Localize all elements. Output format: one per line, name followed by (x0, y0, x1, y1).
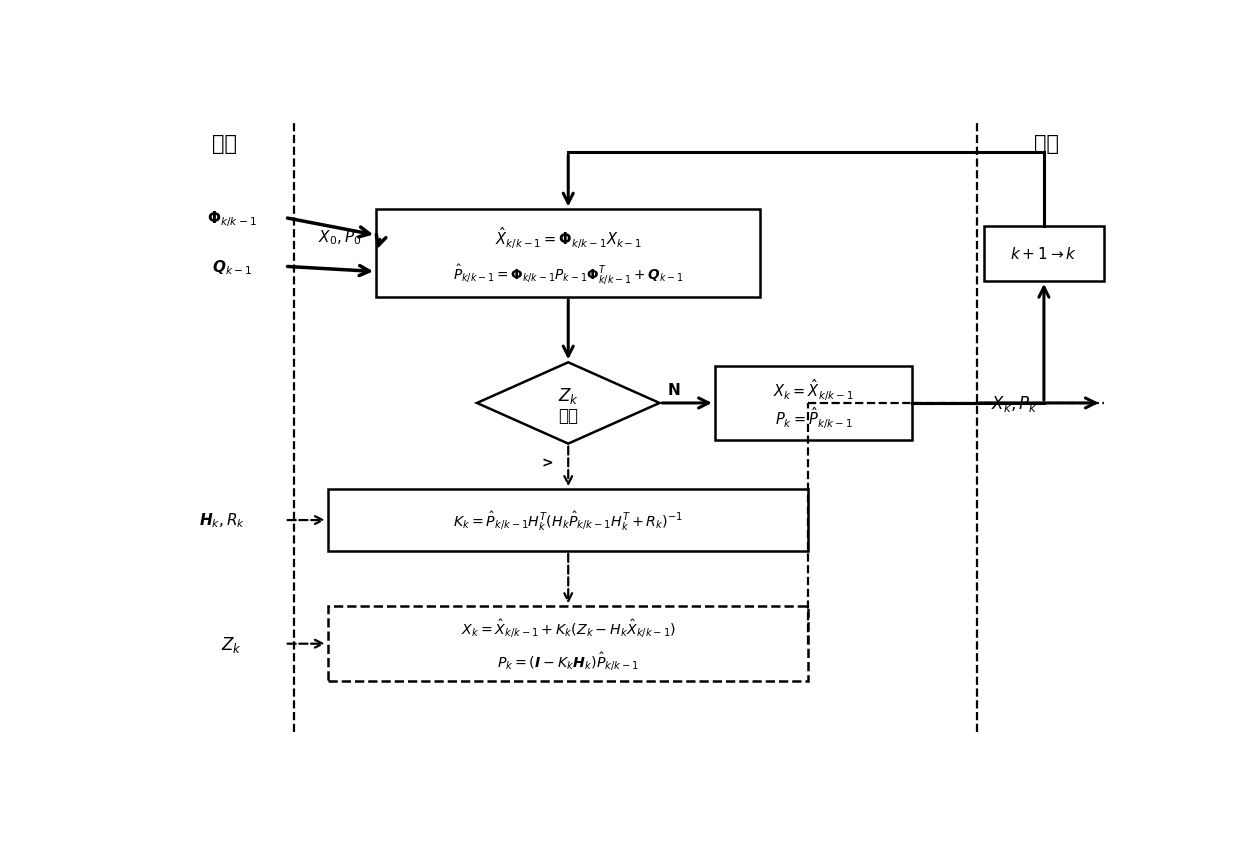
Text: $P_k = \hat{P}_{k/k-1}$: $P_k = \hat{P}_{k/k-1}$ (775, 405, 852, 430)
FancyBboxPatch shape (376, 210, 760, 298)
Text: $\hat{P}_{k/k-1} = \boldsymbol{\Phi}_{k/k-1}P_{k-1}\boldsymbol{\Phi}_{k/k-1}^T +: $\hat{P}_{k/k-1} = \boldsymbol{\Phi}_{k/… (453, 262, 683, 285)
Text: 有效: 有效 (558, 406, 578, 425)
Text: $Z_k$: $Z_k$ (222, 634, 242, 654)
Text: N: N (667, 383, 680, 398)
Text: $X_k = \hat{X}_{k/k-1}$: $X_k = \hat{X}_{k/k-1}$ (773, 376, 853, 402)
Polygon shape (477, 363, 660, 444)
Text: $X_0, P_0$: $X_0, P_0$ (319, 229, 362, 247)
FancyBboxPatch shape (327, 490, 808, 551)
Text: >: > (542, 456, 553, 470)
FancyBboxPatch shape (983, 226, 1104, 282)
Text: $Z_k$: $Z_k$ (558, 386, 579, 406)
Text: $K_k = \hat{P}_{k/k-1}H_k^T(H_k\hat{P}_{k/k-1}H_k^T + R_k)^{-1}$: $K_k = \hat{P}_{k/k-1}H_k^T(H_k\hat{P}_{… (453, 509, 683, 532)
Text: $\boldsymbol{Q}_{k-1}$: $\boldsymbol{Q}_{k-1}$ (212, 257, 252, 276)
FancyBboxPatch shape (714, 366, 911, 441)
Text: $X_k, P_k$: $X_k, P_k$ (991, 393, 1038, 414)
Text: $\boldsymbol{\Phi}_{k/k-1}$: $\boldsymbol{\Phi}_{k/k-1}$ (207, 208, 257, 228)
Text: $X_k = \hat{X}_{k/k-1} + K_k(Z_k - H_k\hat{X}_{k/k-1})$: $X_k = \hat{X}_{k/k-1} + K_k(Z_k - H_k\h… (461, 617, 676, 640)
Text: 输入: 输入 (212, 133, 237, 154)
Text: $k+1 \rightarrow k$: $k+1 \rightarrow k$ (1011, 246, 1078, 262)
Text: $\boldsymbol{H}_k, R_k$: $\boldsymbol{H}_k, R_k$ (200, 511, 246, 530)
Text: 输出: 输出 (1034, 133, 1059, 154)
Text: $P_k = (\boldsymbol{I} - K_k\boldsymbol{H}_k)\hat{P}_{k/k-1}$: $P_k = (\boldsymbol{I} - K_k\boldsymbol{… (497, 650, 640, 672)
Polygon shape (327, 607, 808, 681)
Text: $\hat{X}_{k/k-1} = \boldsymbol{\Phi}_{k/k-1}X_{k-1}$: $\hat{X}_{k/k-1} = \boldsymbol{\Phi}_{k/… (495, 225, 642, 251)
